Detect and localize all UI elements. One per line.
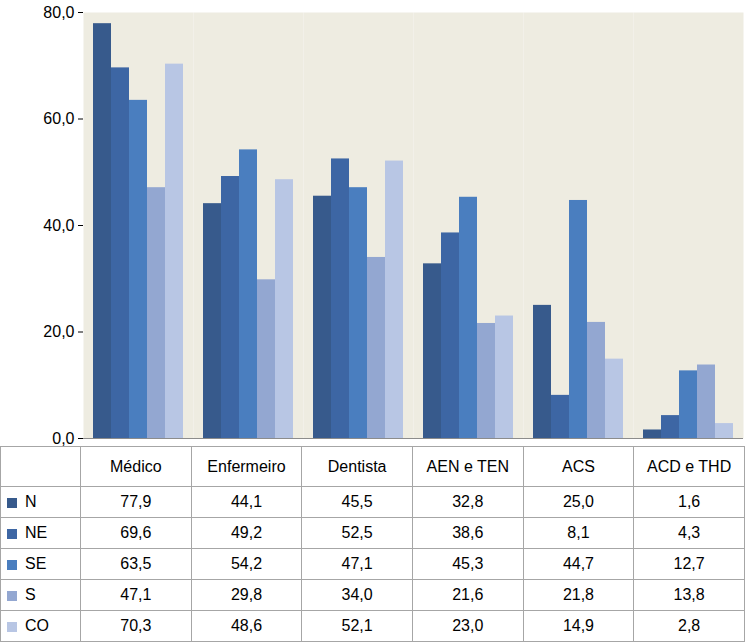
html-text:49,2: 49,2 xyxy=(230,524,262,541)
svg-text:20,0: 20,0 xyxy=(43,323,74,340)
html-text:NE: NE xyxy=(25,524,48,541)
html-text:S: S xyxy=(25,586,36,603)
html-text:77,9: 77,9 xyxy=(120,493,152,510)
html-text:N: N xyxy=(25,493,37,510)
html-text:69,6: 69,6 xyxy=(120,524,152,541)
html-text:SE: SE xyxy=(25,555,47,572)
html-text:54,2: 54,2 xyxy=(230,555,262,572)
html-text:4,3: 4,3 xyxy=(678,524,701,541)
html-text:13,8: 13,8 xyxy=(673,586,705,603)
html-text:21,6: 21,6 xyxy=(452,586,484,603)
html-text:Dentista: Dentista xyxy=(327,457,387,475)
html-text:48,6: 48,6 xyxy=(230,617,262,634)
html-text:38,6: 38,6 xyxy=(452,524,484,541)
html-text:52,1: 52,1 xyxy=(341,617,373,634)
html-text:ACD e THD: ACD e THD xyxy=(647,457,732,475)
html-text:2,8: 2,8 xyxy=(678,617,701,634)
html-text:29,8: 29,8 xyxy=(230,586,262,603)
html-text:63,5: 63,5 xyxy=(120,555,152,572)
svg-text:0,0: 0,0 xyxy=(52,430,74,446)
html-text:14,9: 14,9 xyxy=(562,617,594,634)
html-text:AEN e TEN: AEN e TEN xyxy=(426,457,509,475)
svg-text:40,0: 40,0 xyxy=(43,217,74,234)
html-text:45,3: 45,3 xyxy=(452,555,484,572)
html-text:21,8: 21,8 xyxy=(562,586,594,603)
html-text:44,1: 44,1 xyxy=(230,493,262,510)
html-text:45,5: 45,5 xyxy=(341,493,373,510)
svg-text:80,0: 80,0 xyxy=(43,4,74,21)
html-text:70,3: 70,3 xyxy=(120,617,152,634)
html-text:Médico: Médico xyxy=(110,457,162,475)
html-text:32,8: 32,8 xyxy=(452,493,484,510)
html-text:44,7: 44,7 xyxy=(562,555,594,572)
html-text:8,1: 8,1 xyxy=(567,524,590,541)
svg-text:60,0: 60,0 xyxy=(43,110,74,127)
html-text:47,1: 47,1 xyxy=(341,555,373,572)
html-text:52,5: 52,5 xyxy=(341,524,373,541)
html-text:CO: CO xyxy=(25,617,49,634)
html-text:12,7: 12,7 xyxy=(673,555,705,572)
html-text:23,0: 23,0 xyxy=(452,617,484,634)
html-text:1,6: 1,6 xyxy=(678,493,701,510)
html-text:ACS: ACS xyxy=(562,457,595,475)
html-text:Enfermeiro: Enfermeiro xyxy=(207,457,286,475)
html-text:25,0: 25,0 xyxy=(562,493,594,510)
html-text:34,0: 34,0 xyxy=(341,586,373,603)
html-text:47,1: 47,1 xyxy=(120,586,152,603)
